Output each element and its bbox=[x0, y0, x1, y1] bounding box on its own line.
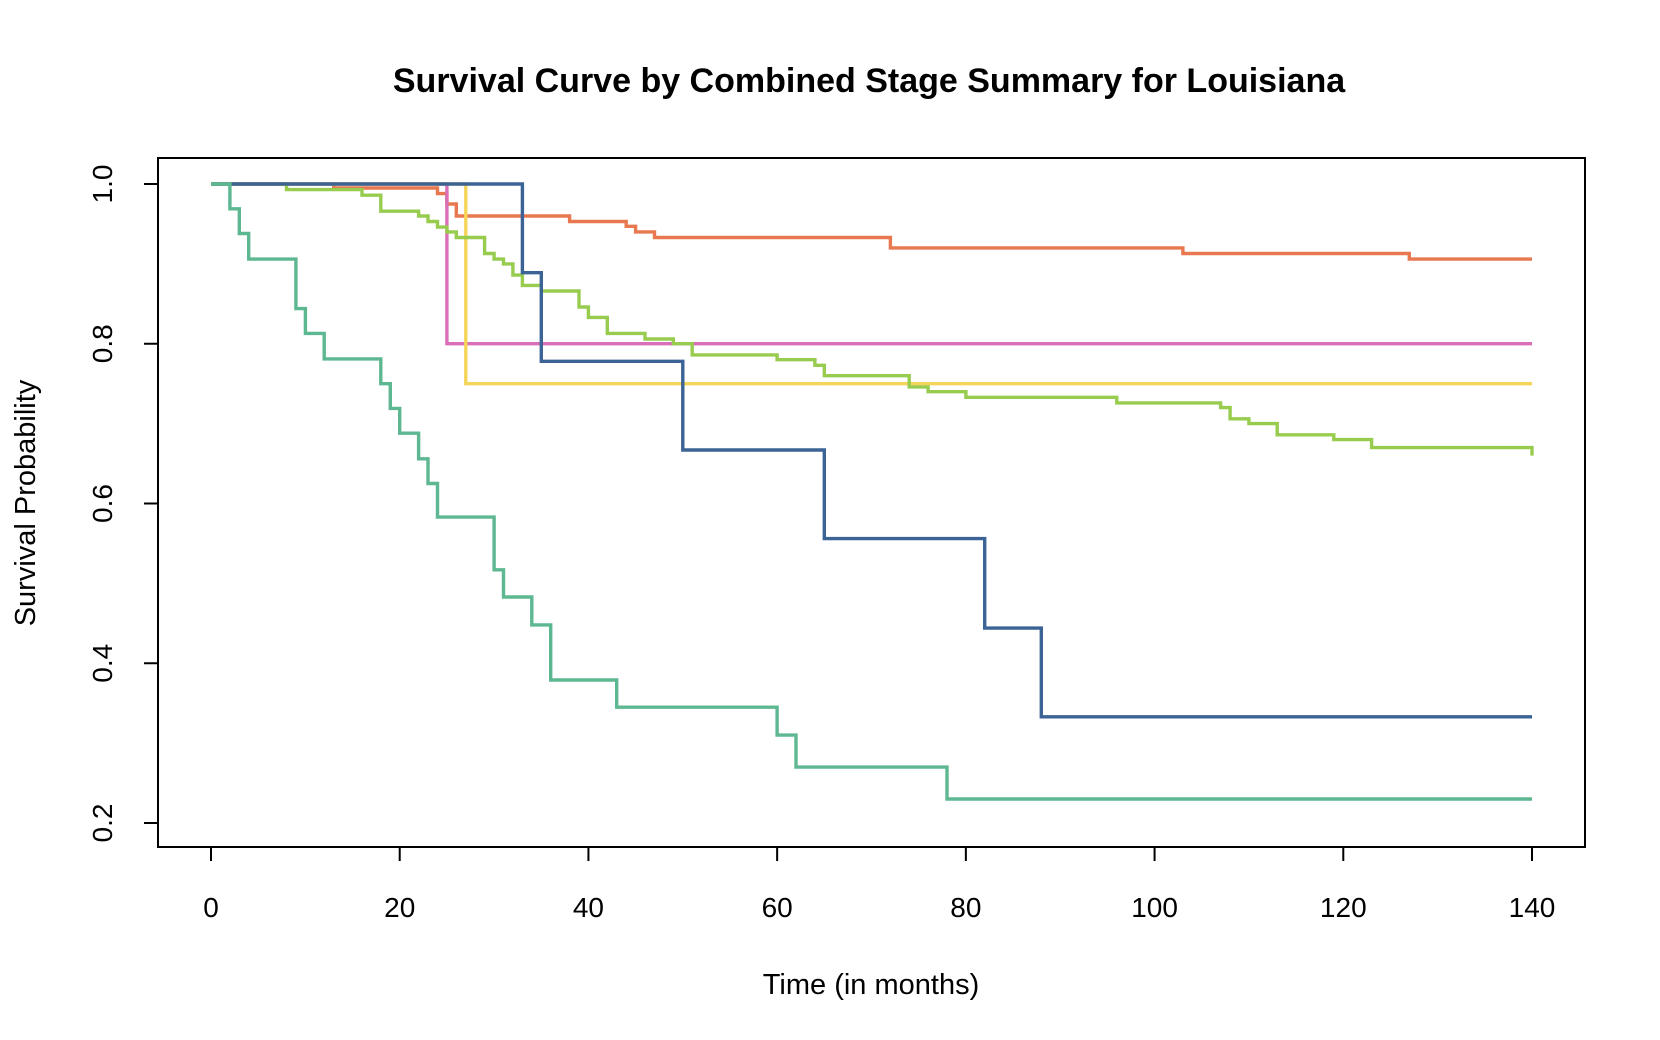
x-axis-label: Time (in months) bbox=[763, 969, 979, 1001]
chart-title: Survival Curve by Combined Stage Summary… bbox=[393, 62, 1346, 100]
x-axis: 0 20 40 60 80 100 120 140 bbox=[203, 846, 1556, 923]
x-tick-label: 80 bbox=[950, 892, 981, 923]
y-axis-label: Survival Probability bbox=[10, 379, 42, 626]
series-line-5 bbox=[211, 182, 1532, 719]
x-tick-label: 120 bbox=[1320, 892, 1367, 923]
series-line-4 bbox=[211, 182, 1534, 456]
series-group bbox=[211, 182, 1534, 801]
x-tick-label: 20 bbox=[384, 892, 415, 923]
y-tick-label: 0.4 bbox=[87, 644, 118, 683]
plot-area-frame bbox=[157, 157, 1586, 848]
y-tick-label: 0.6 bbox=[87, 484, 118, 523]
x-tick-label: 140 bbox=[1509, 892, 1556, 923]
y-tick-label: 0.2 bbox=[87, 804, 118, 843]
x-tick-label: 0 bbox=[203, 892, 219, 923]
series-line-1 bbox=[211, 182, 1532, 261]
x-tick-label: 100 bbox=[1131, 892, 1178, 923]
y-tick-label: 1.0 bbox=[87, 165, 118, 204]
series-line-2 bbox=[211, 182, 1532, 346]
y-tick-label: 0.8 bbox=[87, 324, 118, 363]
x-tick-label: 60 bbox=[762, 892, 793, 923]
x-tick-label: 40 bbox=[573, 892, 604, 923]
y-axis: 0.2 0.4 0.6 0.8 1.0 bbox=[87, 165, 159, 843]
series-line-3 bbox=[211, 182, 1532, 386]
series-line-6 bbox=[211, 182, 1532, 801]
